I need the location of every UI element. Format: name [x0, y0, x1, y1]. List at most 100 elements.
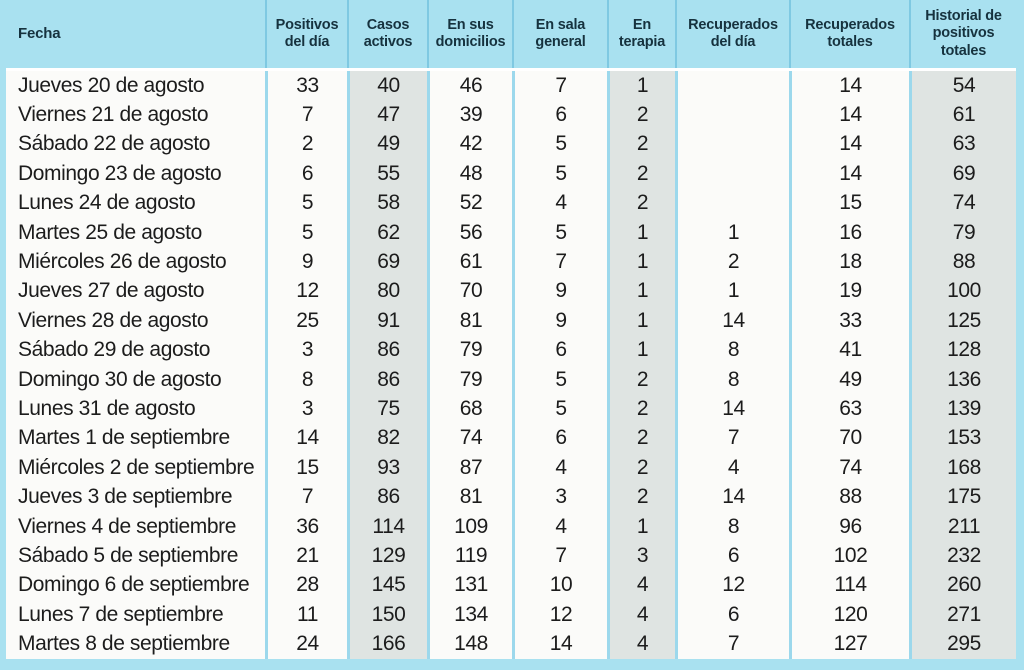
value-cell: 2: [607, 364, 675, 395]
value-cell: 8: [265, 364, 347, 395]
value-cell: 114: [789, 570, 909, 601]
value-cell: 128: [909, 335, 1016, 365]
column-header-positivos-del-dia: Positivos del día: [265, 0, 347, 68]
date-cell: Miércoles 26 de agosto: [18, 250, 227, 274]
value-cell: 127: [789, 629, 909, 659]
value-cell: 1: [675, 217, 789, 248]
value-cell: 42: [427, 129, 512, 160]
value-cell: [675, 100, 789, 130]
value-cell: 14: [789, 71, 909, 101]
value-cell: 87: [427, 453, 512, 483]
value-cell: 93: [347, 453, 427, 483]
value-cell: 54: [909, 71, 1016, 101]
column-header-historial-positivos-totales: Historial de positivos totales: [909, 0, 1016, 68]
column-header-casos-activos: Casos activos: [347, 0, 427, 68]
value-cell: 88: [909, 247, 1016, 277]
value-cell: 14: [675, 394, 789, 424]
column-header-fecha: Fecha: [18, 25, 61, 43]
value-cell: 63: [909, 129, 1016, 160]
value-cell: 7: [675, 423, 789, 454]
value-cell: 19: [789, 276, 909, 307]
value-cell: 55: [347, 159, 427, 189]
value-cell: [675, 71, 789, 101]
value-cell: 7: [512, 71, 607, 101]
value-cell: 2: [675, 247, 789, 277]
value-cell: 5: [265, 217, 347, 248]
value-cell: 86: [347, 482, 427, 512]
value-cell: 3: [512, 482, 607, 512]
value-cell: 1: [607, 306, 675, 336]
value-cell: 1: [675, 276, 789, 307]
value-cell: 2: [607, 129, 675, 160]
value-cell: 7: [675, 629, 789, 659]
value-cell: 6: [265, 159, 347, 189]
value-cell: 100: [909, 276, 1016, 307]
column-header-en-sus-domicilios: En sus domicilios: [427, 0, 512, 68]
value-cell: 4: [607, 600, 675, 630]
value-cell: [675, 129, 789, 160]
value-cell: 2: [607, 100, 675, 130]
table-row: Domingo 23 de agosto 6 55 48 5 2 14 69: [6, 159, 1016, 189]
value-cell: 16: [789, 217, 909, 248]
value-cell: 74: [909, 188, 1016, 218]
value-cell: 7: [265, 100, 347, 130]
value-cell: 48: [427, 159, 512, 189]
value-cell: 4: [512, 453, 607, 483]
value-cell: 2: [607, 394, 675, 424]
value-cell: 74: [789, 453, 909, 483]
date-cell: Miércoles 2 de septiembre: [18, 455, 255, 479]
value-cell: 24: [265, 629, 347, 659]
value-cell: 49: [347, 129, 427, 160]
value-cell: 14: [789, 129, 909, 160]
value-cell: 4: [607, 570, 675, 601]
value-cell: 81: [427, 306, 512, 336]
value-cell: 49: [789, 364, 909, 395]
value-cell: 1: [607, 247, 675, 277]
value-cell: 69: [347, 247, 427, 277]
value-cell: 74: [427, 423, 512, 454]
value-cell: 2: [607, 482, 675, 512]
value-cell: 61: [427, 247, 512, 277]
date-cell: Martes 8 de septiembre: [18, 632, 230, 656]
value-cell: 4: [512, 188, 607, 218]
table-row: Lunes 7 de septiembre 11 150 134 12 4 6 120 271: [6, 600, 1016, 630]
value-cell: 12: [512, 600, 607, 630]
table-row: Sábado 29 de agosto 3 86 79 6 1 8 41 128: [6, 335, 1016, 365]
date-cell: Viernes 4 de septiembre: [18, 514, 237, 538]
value-cell: 6: [512, 100, 607, 130]
value-cell: 47: [347, 100, 427, 130]
value-cell: 15: [789, 188, 909, 218]
date-cell: Viernes 28 de agosto: [18, 308, 209, 332]
table-header: Fecha Positivos del día Casos activos En…: [6, 0, 1016, 68]
value-cell: 12: [265, 276, 347, 307]
value-cell: 40: [347, 71, 427, 101]
value-cell: 2: [607, 423, 675, 454]
value-cell: 79: [427, 335, 512, 365]
table-row: Miércoles 2 de septiembre 15 93 87 4 2 4 74 168: [6, 453, 1016, 483]
value-cell: 9: [512, 276, 607, 307]
value-cell: 211: [909, 511, 1016, 542]
date-cell: Jueves 20 de agosto: [18, 73, 205, 97]
value-cell: 2: [265, 129, 347, 160]
date-cell: Lunes 31 de agosto: [18, 396, 196, 420]
value-cell: 56: [427, 217, 512, 248]
value-cell: 61: [909, 100, 1016, 130]
value-cell: 41: [789, 335, 909, 365]
value-cell: 4: [607, 629, 675, 659]
value-cell: 14: [512, 629, 607, 659]
table-row: Martes 8 de septiembre 24 166 148 14 4 7 127 295: [6, 629, 1016, 659]
value-cell: 10: [512, 570, 607, 601]
table-row: Sábado 22 de agosto 2 49 42 5 2 14 63: [6, 129, 1016, 160]
value-cell: 9: [265, 247, 347, 277]
table-row: Viernes 28 de agosto 25 91 81 9 1 14 33 125: [6, 306, 1016, 336]
value-cell: [675, 159, 789, 189]
date-cell: Sábado 29 de agosto: [18, 338, 211, 362]
value-cell: 6: [512, 423, 607, 454]
table-row: Lunes 31 de agosto 3 75 68 5 2 14 63 139: [6, 394, 1016, 424]
value-cell: 109: [427, 511, 512, 542]
value-cell: 168: [909, 453, 1016, 483]
date-cell: Domingo 6 de septiembre: [18, 573, 250, 597]
value-cell: 33: [789, 306, 909, 336]
value-cell: 1: [607, 276, 675, 307]
value-cell: 8: [675, 335, 789, 365]
